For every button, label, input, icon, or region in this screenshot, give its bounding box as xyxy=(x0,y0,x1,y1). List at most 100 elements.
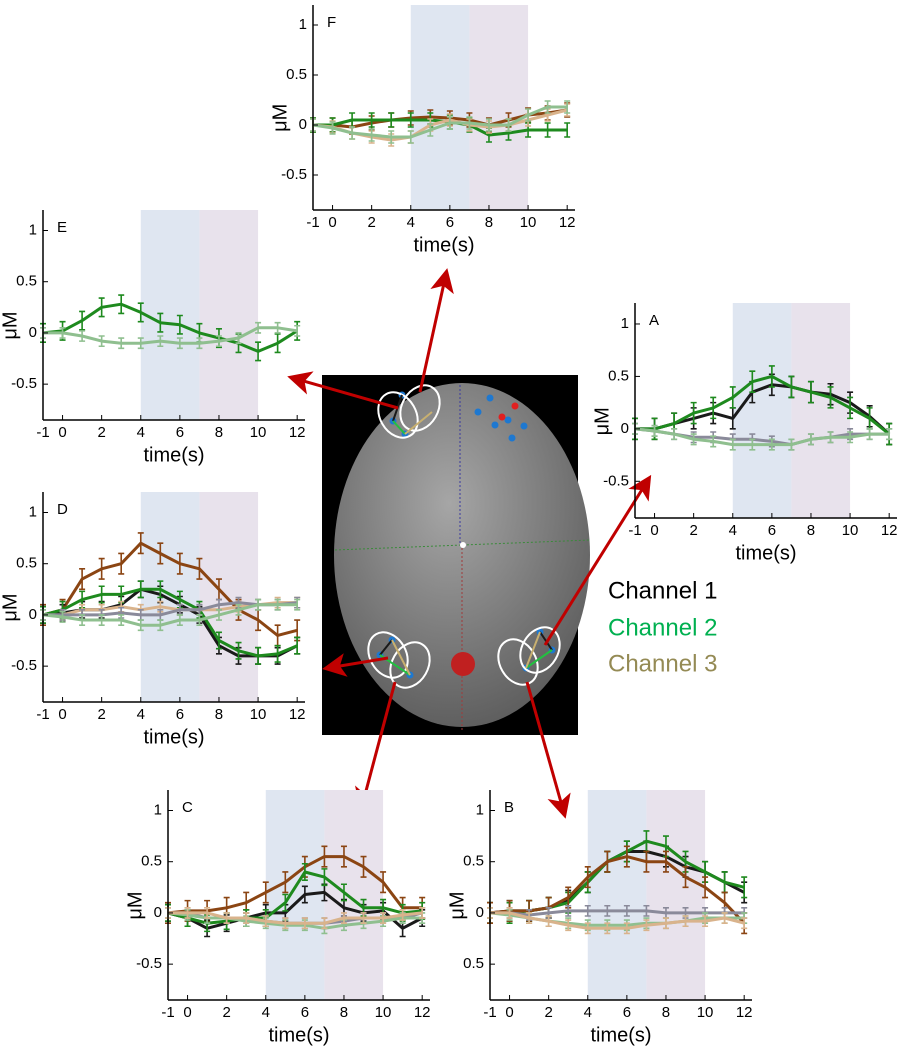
y-tick-label: 0.5 xyxy=(463,955,484,972)
x-tick-label: 4 xyxy=(729,522,737,539)
y-tick-label: -0.5 xyxy=(603,472,629,489)
x-tick-label: 6 xyxy=(301,1004,309,1021)
y-tick-label: 0 xyxy=(29,324,37,341)
axis-line xyxy=(334,539,591,551)
x-tick-label: 6 xyxy=(446,214,454,231)
y-axis-title: μM xyxy=(0,593,21,621)
x-tick-label: 10 xyxy=(520,214,537,231)
series-line xyxy=(490,911,745,930)
x-tick-label: 2 xyxy=(544,1004,552,1021)
x-tick-label: 12 xyxy=(414,1004,431,1021)
x-tick-label: 10 xyxy=(697,1004,714,1021)
shaded-interval xyxy=(140,492,200,702)
x-tick-label: 12 xyxy=(559,214,576,231)
panel-label: F xyxy=(327,14,336,31)
x-tick-label: 12 xyxy=(289,424,306,441)
x-tick-label: 8 xyxy=(215,424,223,441)
x-tick-label: 2 xyxy=(97,424,105,441)
y-tick-label: 1 xyxy=(299,16,307,33)
x-tick-label: 6 xyxy=(176,706,184,723)
series-line xyxy=(490,909,745,917)
x-tick-label: -1 xyxy=(628,522,641,539)
y-axis-title: μM xyxy=(269,104,291,132)
series-line xyxy=(42,603,298,627)
shaded-interval xyxy=(587,790,647,1000)
x-axis-title: time(s) xyxy=(413,234,474,256)
y-tick-label: 0 xyxy=(476,904,484,921)
x-axis-title: time(s) xyxy=(735,542,796,564)
origin-dot xyxy=(460,542,466,548)
x-tick-label: 10 xyxy=(375,1004,392,1021)
y-tick-label: 1 xyxy=(621,315,629,332)
shaded-interval xyxy=(732,303,792,518)
x-tick-label: 4 xyxy=(137,424,145,441)
y-axis-title: μM xyxy=(446,891,468,919)
series-line xyxy=(312,105,568,139)
arrows xyxy=(287,268,652,819)
x-axis-title: time(s) xyxy=(590,1024,651,1046)
y-axis-title: μM xyxy=(0,311,21,339)
x-tick-label: 4 xyxy=(407,214,415,231)
x-tick-label: 2 xyxy=(367,214,375,231)
shaded-interval xyxy=(140,210,200,420)
x-tick-label: 6 xyxy=(768,522,776,539)
x-tick-label: 8 xyxy=(662,1004,670,1021)
x-tick-label: 0 xyxy=(505,1004,513,1021)
shaded-interval xyxy=(646,790,706,1000)
x-axis-title: time(s) xyxy=(268,1024,329,1046)
y-tick-label: 0.5 xyxy=(141,853,162,870)
x-tick-label: 6 xyxy=(176,424,184,441)
x-tick-label: 12 xyxy=(881,522,898,539)
series-line xyxy=(635,374,891,436)
head-image xyxy=(322,375,591,735)
x-tick-label: -1 xyxy=(36,706,49,723)
shaded-interval xyxy=(265,790,325,1000)
y-tick-label: 0.5 xyxy=(16,273,37,290)
y-tick-label: 0 xyxy=(29,606,37,623)
x-axis-title: time(s) xyxy=(143,726,204,748)
channel-rings xyxy=(367,384,561,689)
x-tick-label: 0 xyxy=(183,1004,191,1021)
y-tick-label: 1 xyxy=(476,801,484,818)
y-tick-label: 0.5 xyxy=(286,66,307,83)
y-tick-label: 0 xyxy=(621,420,629,437)
legend-entry: Channel 2 xyxy=(608,614,717,641)
y-tick-label: -0.5 xyxy=(281,166,307,183)
x-tick-label: 4 xyxy=(262,1004,270,1021)
shaded-interval xyxy=(199,210,259,420)
series-line xyxy=(43,326,298,345)
x-tick-label: 0 xyxy=(650,522,658,539)
y-tick-label: 1 xyxy=(29,503,37,520)
series-line xyxy=(167,911,423,930)
legend-entry: Channel 3 xyxy=(608,650,717,677)
series-line xyxy=(167,870,423,925)
x-tick-label: 10 xyxy=(250,706,267,723)
series-line xyxy=(42,302,298,353)
x-tick-label: 12 xyxy=(736,1004,753,1021)
x-axis-title: time(s) xyxy=(143,444,204,466)
x-tick-label: 0 xyxy=(58,424,66,441)
x-tick-label: 8 xyxy=(807,522,815,539)
panel-label: A xyxy=(649,312,659,329)
y-tick-label: 0 xyxy=(299,116,307,133)
series-line xyxy=(167,855,423,915)
x-tick-label: 10 xyxy=(842,522,859,539)
y-axis-title: μM xyxy=(124,891,146,919)
x-tick-label: 8 xyxy=(215,706,223,723)
shaded-interval xyxy=(199,492,259,702)
shaded-interval xyxy=(324,790,384,1000)
x-tick-label: 2 xyxy=(689,522,697,539)
series-line xyxy=(168,911,423,925)
legend-entry: Channel 1 xyxy=(608,577,717,604)
x-tick-label: 12 xyxy=(289,706,306,723)
x-tick-label: 0 xyxy=(58,706,66,723)
x-tick-label: 4 xyxy=(584,1004,592,1021)
y-tick-label: 0.5 xyxy=(463,853,484,870)
x-tick-label: 6 xyxy=(623,1004,631,1021)
